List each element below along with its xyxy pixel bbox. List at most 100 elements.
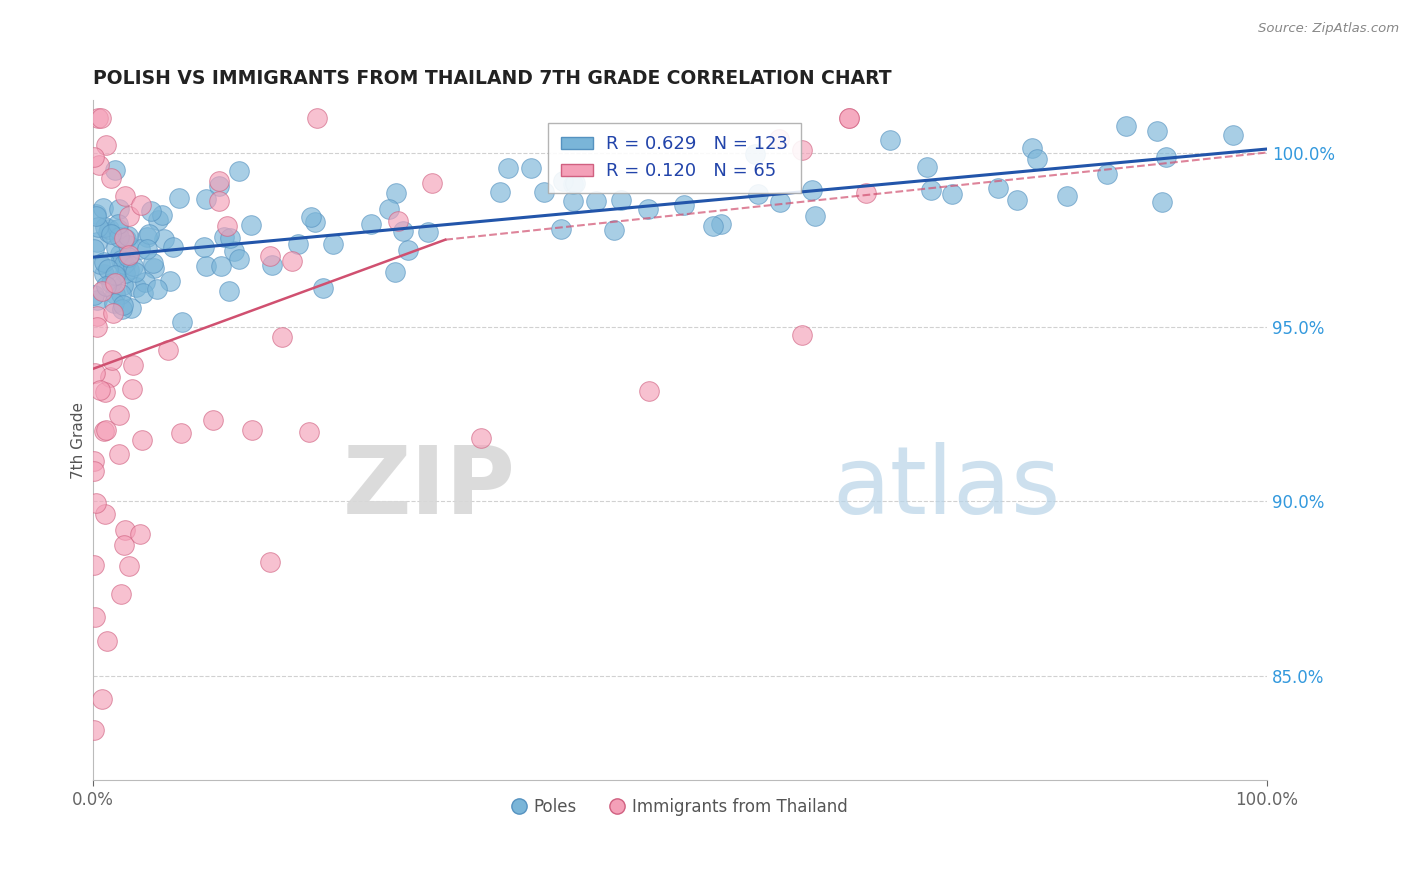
Point xyxy=(103,295,125,310)
Point xyxy=(1150,194,1173,209)
Point xyxy=(838,111,860,125)
Point xyxy=(377,202,399,216)
Point xyxy=(93,255,115,269)
Point xyxy=(83,150,105,164)
Point xyxy=(131,197,153,211)
Point xyxy=(259,249,281,263)
Point xyxy=(117,250,139,264)
Point xyxy=(416,225,439,239)
Point xyxy=(110,587,132,601)
Point xyxy=(89,257,111,271)
Point xyxy=(212,230,235,244)
Point xyxy=(91,285,114,299)
Point xyxy=(209,260,232,274)
Point xyxy=(104,287,127,301)
Point xyxy=(131,433,153,447)
Point xyxy=(915,161,938,175)
Point xyxy=(533,185,555,199)
Point xyxy=(104,241,127,255)
Point xyxy=(150,208,173,222)
Point xyxy=(920,183,942,197)
Point xyxy=(322,236,344,251)
Point xyxy=(128,526,150,541)
Point xyxy=(215,219,238,234)
Point xyxy=(96,634,118,648)
Point xyxy=(100,276,122,290)
Point xyxy=(93,267,115,281)
Point xyxy=(104,277,127,291)
Point xyxy=(800,183,823,197)
Point xyxy=(118,559,141,574)
Point xyxy=(387,214,409,228)
Point xyxy=(307,111,329,125)
Point xyxy=(83,453,105,467)
Point xyxy=(747,187,769,202)
Y-axis label: 7th Grade: 7th Grade xyxy=(72,401,86,479)
Point xyxy=(170,425,193,440)
Point xyxy=(208,174,231,188)
Point xyxy=(107,222,129,236)
Point xyxy=(104,268,127,282)
Point xyxy=(110,246,132,260)
Point xyxy=(86,293,108,307)
Point xyxy=(135,230,157,244)
Point xyxy=(710,217,733,231)
Point xyxy=(94,423,117,437)
Point xyxy=(86,207,108,221)
Point xyxy=(124,265,146,279)
Point xyxy=(420,177,443,191)
Point xyxy=(86,235,108,249)
Point xyxy=(108,202,131,216)
Point xyxy=(94,278,117,293)
Point xyxy=(91,201,114,215)
Point xyxy=(702,219,724,234)
Point xyxy=(561,194,583,208)
Point xyxy=(122,259,145,273)
Point xyxy=(398,243,420,257)
Point xyxy=(112,231,135,245)
Point xyxy=(768,131,790,145)
Point xyxy=(121,383,143,397)
Point xyxy=(637,202,659,217)
Text: ZIP: ZIP xyxy=(343,442,516,533)
Point xyxy=(1056,188,1078,202)
Point xyxy=(89,158,111,172)
Point xyxy=(110,253,132,268)
Text: Source: ZipAtlas.com: Source: ZipAtlas.com xyxy=(1258,22,1399,36)
Point xyxy=(768,195,790,210)
Point xyxy=(86,309,108,323)
Point xyxy=(125,279,148,293)
Point xyxy=(195,259,218,273)
Point xyxy=(83,464,105,478)
Point xyxy=(93,384,115,399)
Point xyxy=(84,366,107,380)
Point xyxy=(142,256,165,270)
Point xyxy=(101,353,124,368)
Point xyxy=(299,210,322,224)
Point xyxy=(94,219,117,234)
Point xyxy=(145,282,167,296)
Point xyxy=(117,228,139,243)
Point xyxy=(114,255,136,269)
Point xyxy=(239,219,262,233)
Point xyxy=(1025,152,1047,166)
Point xyxy=(84,210,107,224)
Point xyxy=(153,232,176,246)
Point xyxy=(86,496,108,510)
Point xyxy=(270,330,292,344)
Point xyxy=(170,316,193,330)
Point xyxy=(1222,128,1244,142)
Point xyxy=(110,287,132,301)
Point xyxy=(1115,119,1137,133)
Point xyxy=(108,447,131,461)
Point xyxy=(488,185,510,199)
Point xyxy=(385,186,408,201)
Point xyxy=(94,507,117,521)
Point xyxy=(879,133,901,147)
Point xyxy=(744,147,766,161)
Point xyxy=(259,555,281,569)
Point xyxy=(193,240,215,254)
Point xyxy=(84,610,107,624)
Point xyxy=(103,163,125,178)
Point xyxy=(194,192,217,206)
